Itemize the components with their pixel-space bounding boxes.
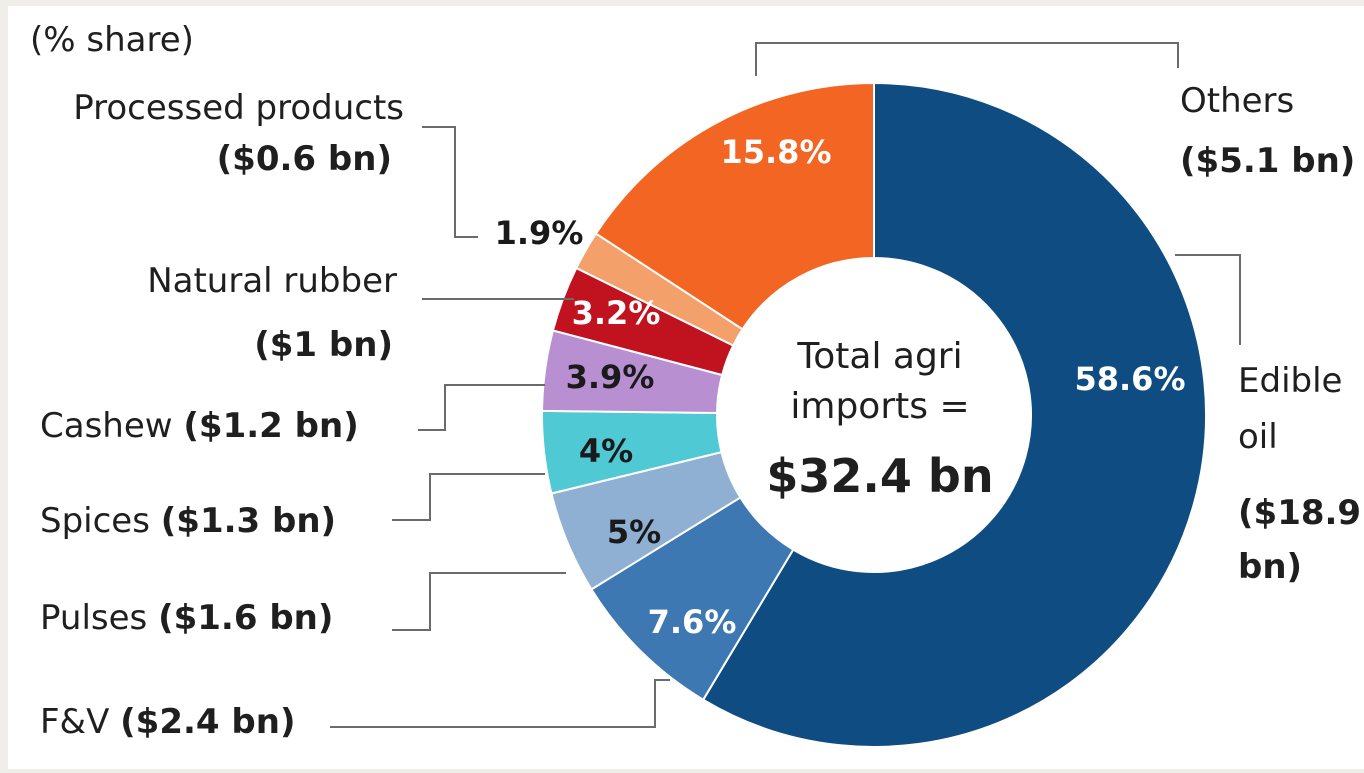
pct-label-spices: 4% (579, 432, 633, 470)
label-others-value: ($5.1 bn) (1180, 141, 1355, 181)
label-cashew: Cashew ($1.2 bn) (40, 406, 359, 446)
label-edible-oil-name-line2: oil (1238, 417, 1278, 457)
pct-label-natural-rubber: 3.2% (572, 294, 661, 332)
label-others-name: Others (1180, 81, 1294, 121)
label-natural-rubber-value: ($1 bn) (254, 325, 393, 365)
label-fv: F&V ($2.4 bn) (40, 702, 296, 742)
leader-pulses (392, 572, 566, 631)
pct-label-fv: 7.6% (648, 603, 737, 641)
label-spices: Spices ($1.3 bn) (40, 501, 336, 541)
label-pulses: Pulses ($1.6 bn) (40, 598, 333, 638)
slice-edible-oil (701, 81, 1207, 748)
label-edible-oil-value-line1: ($18.9 (1238, 493, 1361, 533)
leader-cashew (418, 384, 545, 431)
leader-processed-products (422, 126, 478, 238)
slice-others (594, 81, 875, 331)
leader-fv (330, 679, 670, 728)
chart-subtitle: (% share) (30, 20, 194, 60)
pct-label-processed-products: 1.9% (495, 214, 584, 252)
leader-spices (392, 473, 545, 521)
label-processed-products-name: Processed products (73, 88, 404, 128)
pct-label-others: 15.8% (720, 133, 831, 171)
label-edible-oil-value-line2: bn) (1238, 547, 1302, 587)
pct-label-edible-oil: 58.6% (1074, 360, 1185, 398)
label-edible-oil-name-line1: Edible (1238, 361, 1342, 401)
label-processed-products-value: ($0.6 bn) (217, 139, 392, 179)
pct-label-pulses: 5% (607, 513, 661, 551)
label-natural-rubber-name: Natural rubber (147, 261, 397, 301)
center-line-2: imports = (790, 386, 969, 427)
pct-label-cashew: 3.9% (566, 358, 655, 396)
center-line-1: Total agri (796, 336, 962, 377)
leader-edible-oil (1175, 254, 1241, 345)
center-total: $32.4 bn (766, 449, 993, 503)
donut-chart: Total agri imports = $32.4 bn 58.6% 7.6%… (30, 20, 1361, 748)
leader-others (755, 42, 1179, 76)
